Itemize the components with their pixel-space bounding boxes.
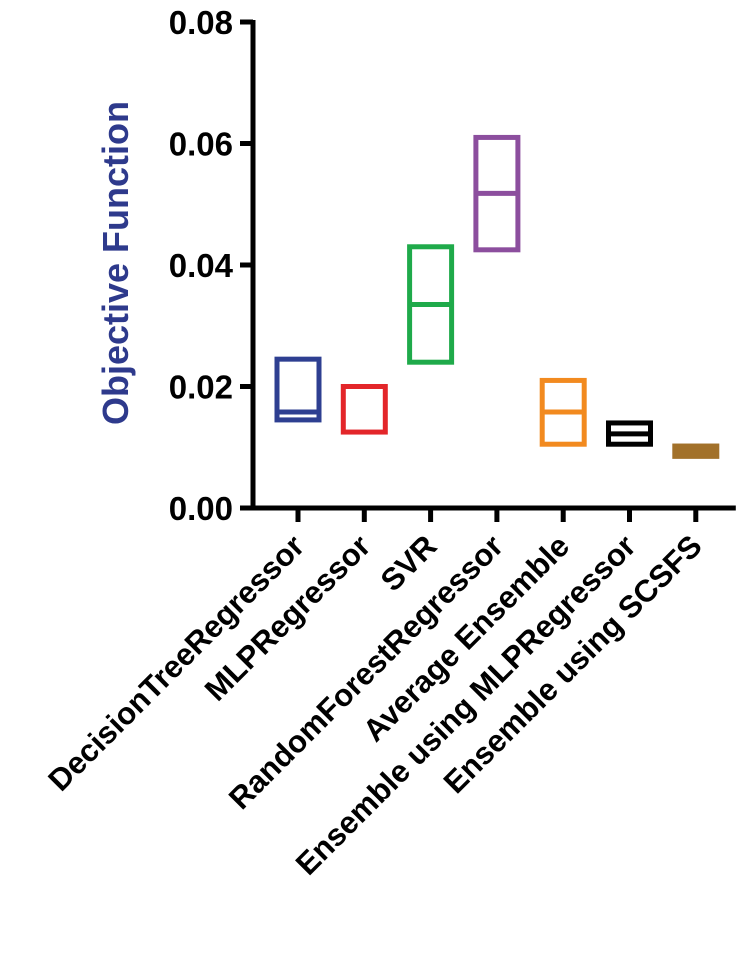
floating-bar-ensemble-using-scsfs — [672, 443, 720, 459]
y-tick-label: 0.04 — [169, 247, 234, 284]
y-tick-label: 0.08 — [169, 4, 233, 41]
floating-bar-mlpregressor — [340, 384, 388, 435]
y-tick-label: 0.00 — [169, 490, 233, 527]
y-tick-label: 0.02 — [169, 369, 233, 406]
y-tick-label: 0.06 — [169, 126, 233, 163]
plot-area: 0.000.020.040.060.08DecisionTreeRegresso… — [41, 4, 736, 882]
floating-bar-decisiontreeregressor — [274, 356, 322, 423]
y-axis-label: Objective Function — [95, 101, 136, 425]
